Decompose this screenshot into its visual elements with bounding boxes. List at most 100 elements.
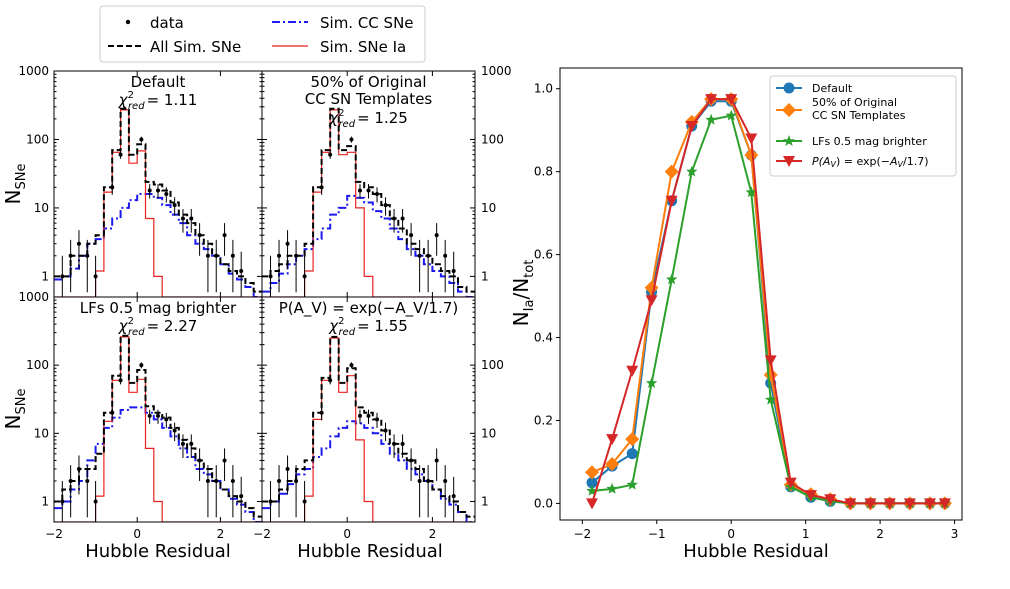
- legend-cc-label: Sim. CC SNe: [320, 14, 414, 32]
- panel-frame: [261, 296, 476, 523]
- data-point: [222, 458, 227, 463]
- data-point: [164, 191, 169, 196]
- ratio-point: [864, 498, 877, 510]
- top-legend-frame: [99, 5, 426, 63]
- data-point: [400, 216, 405, 221]
- data-point: [118, 378, 123, 383]
- ytick-label: 1: [41, 269, 49, 283]
- ytick-label: 10: [481, 201, 496, 215]
- ratio-ytick-label: 0.4: [534, 331, 553, 345]
- data-point: [302, 274, 307, 279]
- ratio-point: [686, 165, 698, 177]
- legend-half-marker: [782, 103, 796, 117]
- ratio-point: [903, 498, 916, 510]
- ytick-label: 100: [481, 132, 504, 146]
- chi-superscript: 2: [338, 316, 344, 327]
- ytick-label: 10: [34, 426, 49, 440]
- ratio-point: [586, 498, 599, 510]
- data-point: [139, 137, 144, 142]
- ratio-legend: Default 50% of Original CC SN Templates L…: [769, 75, 957, 177]
- data-point: [357, 188, 362, 193]
- ratio-point: [586, 485, 598, 496]
- data-point: [172, 203, 177, 208]
- data-point: [426, 478, 431, 483]
- panel-title: Default: [131, 73, 186, 91]
- ytick-label: 1000: [18, 290, 49, 304]
- data-point: [328, 378, 333, 383]
- ratio-frame: [559, 67, 963, 521]
- data-point: [426, 253, 431, 258]
- chi-symbol: χ: [328, 317, 339, 335]
- data-point: [172, 428, 177, 433]
- data-point: [400, 441, 405, 446]
- all-histogram: [54, 334, 262, 518]
- data-point: [392, 441, 397, 446]
- data-point: [189, 441, 194, 446]
- data-point: [375, 191, 380, 196]
- data-point: [328, 152, 333, 157]
- ia-histogram: [54, 336, 262, 522]
- chi-subscript: red: [128, 327, 145, 338]
- ratio-ytick-label: 1.0: [534, 82, 553, 96]
- data-point: [443, 253, 448, 258]
- legend-data-label: data: [150, 14, 184, 32]
- legend-ia-label: Sim. SNe Ia: [320, 38, 406, 56]
- data-point: [366, 188, 371, 193]
- ratio-point: [784, 477, 797, 489]
- chi-symbol: χ: [118, 91, 129, 109]
- data-point: [156, 188, 160, 193]
- data-point: [409, 458, 414, 463]
- all-histogram: [54, 107, 262, 293]
- data-point: [139, 363, 144, 368]
- ratio-point: [626, 478, 638, 490]
- data-point: [147, 188, 152, 193]
- data-point: [375, 417, 380, 422]
- chi-square-label: χ2 red = 2.27: [118, 316, 198, 338]
- legend-half-label: 50% of Original CC SN Templates: [812, 96, 906, 122]
- data-point: [76, 466, 81, 471]
- panel-title: P(A_V) = exp(−A_V/1.7): [279, 299, 458, 318]
- legend-default-label: Default: [812, 82, 853, 95]
- data-point: [60, 499, 65, 504]
- data-point: [434, 233, 439, 238]
- ratio-xtick-label: −2: [573, 527, 591, 541]
- data-point: [277, 253, 282, 258]
- data-point: [451, 268, 456, 273]
- data-point: [417, 478, 422, 483]
- ratio-point: [645, 377, 658, 388]
- data-point: [239, 494, 244, 499]
- ratio-series-av: [586, 94, 951, 510]
- ytick-label: 100: [481, 358, 504, 372]
- ratio-xtick-label: 2: [876, 527, 884, 541]
- data-point: [164, 417, 169, 422]
- ratio-ytick-label: 0.6: [534, 248, 553, 262]
- data-point: [230, 478, 235, 483]
- legend-default-marker: [783, 82, 795, 94]
- ratio-point: [625, 432, 640, 447]
- data-point: [349, 363, 354, 368]
- ratio-point: [844, 498, 857, 510]
- hist-xlabel-left: Hubble Residual: [85, 541, 231, 562]
- ratio-point: [745, 133, 758, 145]
- hist-ylabel-top: NSNe: [1, 164, 29, 205]
- ratio-point: [664, 164, 679, 179]
- cc-histogram: [262, 194, 475, 297]
- xtick-label: 2: [429, 527, 437, 541]
- ratio-legend-frame: [769, 75, 957, 177]
- data-point: [93, 499, 98, 504]
- data-point: [230, 253, 235, 258]
- ratio-point: [665, 195, 678, 207]
- legend-lf-label: LFs 0.5 mag brighter: [812, 135, 927, 148]
- data-point: [85, 478, 90, 483]
- ratio-point: [763, 367, 778, 382]
- data-point: [285, 241, 290, 246]
- data-point: [302, 499, 307, 504]
- ratio-point: [804, 490, 817, 502]
- panel-title-line2: CC SN Templates: [305, 90, 433, 108]
- ia-histogram: [262, 337, 475, 522]
- ytick-label: 1: [481, 494, 489, 508]
